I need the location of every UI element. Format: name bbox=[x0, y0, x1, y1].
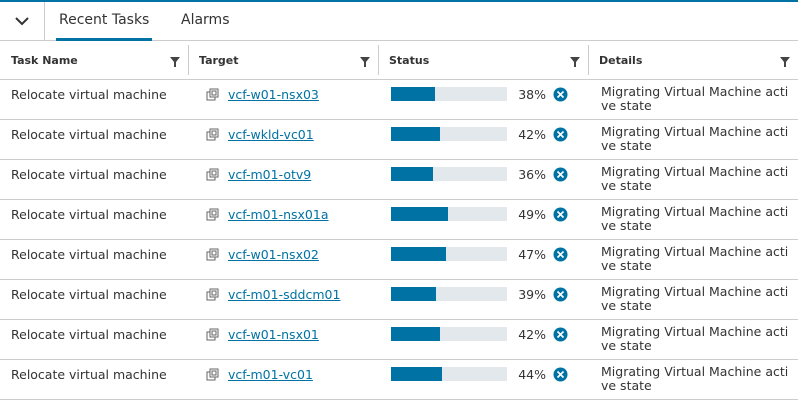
column-separator bbox=[588, 45, 589, 75]
progress-track bbox=[391, 247, 507, 261]
progress-label: 47% bbox=[518, 247, 546, 262]
cancel-button[interactable] bbox=[553, 327, 568, 345]
details: Migrating Virtual Machine active state bbox=[601, 164, 789, 193]
cancel-button[interactable] bbox=[553, 367, 568, 385]
target-link[interactable]: vcf-w01-nsx01 bbox=[228, 327, 319, 342]
target-cell: vcf-w01-nsx01 bbox=[206, 327, 319, 342]
target-link[interactable]: vcf-w01-nsx02 bbox=[228, 247, 319, 262]
progress-bar bbox=[391, 327, 440, 341]
cancel-button[interactable] bbox=[553, 247, 568, 265]
task-row: Relocate virtual machine vcf-m01-nsx01a 49… bbox=[0, 200, 798, 240]
task-name: Relocate virtual machine bbox=[11, 287, 167, 302]
column-title: Status bbox=[389, 54, 430, 67]
collapse-button[interactable] bbox=[0, 2, 45, 40]
task-row: Relocate virtual machine vcf-wkld-vc01 42%… bbox=[0, 120, 798, 160]
column-title: Details bbox=[599, 54, 643, 67]
column-header: Details bbox=[588, 41, 798, 80]
tab[interactable]: Alarms bbox=[181, 12, 230, 28]
target-cell: vcf-w01-nsx02 bbox=[206, 247, 319, 262]
target-cell: vcf-wkld-vc01 bbox=[206, 127, 314, 142]
task-row: Relocate virtual machine vcf-w01-nsx03 38%… bbox=[0, 80, 798, 120]
progress-bar bbox=[391, 127, 440, 141]
task-name: Relocate virtual machine bbox=[11, 247, 167, 262]
progress-bar bbox=[391, 367, 443, 381]
details: Migrating Virtual Machine active state bbox=[601, 244, 789, 273]
tab[interactable]: Recent Tasks bbox=[56, 12, 153, 41]
column-header: Task Name bbox=[0, 41, 188, 80]
progress-bar bbox=[391, 207, 448, 221]
cancel-button[interactable] bbox=[553, 127, 568, 145]
details: Migrating Virtual Machine active state bbox=[601, 364, 789, 393]
progress-label: 38% bbox=[518, 87, 546, 102]
progress-track bbox=[391, 167, 507, 181]
target-cell: vcf-w01-nsx03 bbox=[206, 87, 319, 102]
target-cell: vcf-m01-otv9 bbox=[206, 167, 312, 182]
progress-track bbox=[391, 87, 507, 101]
progress-label: 39% bbox=[518, 287, 546, 302]
column-separator bbox=[188, 45, 189, 75]
column-title: Target bbox=[199, 54, 239, 67]
progress-track bbox=[391, 207, 507, 221]
task-row: Relocate virtual machine vcf-m01-otv9 36% M… bbox=[0, 160, 798, 200]
task-name: Relocate virtual machine bbox=[11, 167, 167, 182]
progress-track bbox=[391, 127, 507, 141]
progress-track bbox=[391, 367, 507, 381]
details: Migrating Virtual Machine active state bbox=[601, 284, 789, 313]
task-name: Relocate virtual machine bbox=[11, 127, 167, 142]
cancel-button[interactable] bbox=[553, 287, 568, 305]
target-link[interactable]: vcf-w01-nsx03 bbox=[228, 87, 319, 102]
cancel-button[interactable] bbox=[553, 167, 568, 185]
target-link[interactable]: vcf-m01-sddcm01 bbox=[228, 287, 341, 302]
progress-track bbox=[391, 287, 507, 301]
task-row: Relocate virtual machine vcf-w01-nsx02 47%… bbox=[0, 240, 798, 280]
column-title: Task Name bbox=[11, 54, 78, 67]
progress-track bbox=[391, 327, 507, 341]
target-cell: vcf-m01-vc01 bbox=[206, 367, 313, 382]
cancel-button[interactable] bbox=[553, 87, 568, 105]
progress-bar bbox=[391, 287, 437, 301]
task-name: Relocate virtual machine bbox=[11, 207, 167, 222]
column-separator bbox=[378, 45, 379, 75]
tab-bar: Recent Tasks Alarms bbox=[0, 2, 798, 41]
task-name: Relocate virtual machine bbox=[11, 327, 167, 342]
task-row: Relocate virtual machine vcf-m01-sddcm01 3… bbox=[0, 280, 798, 320]
task-name: Relocate virtual machine bbox=[11, 367, 167, 382]
target-link[interactable]: vcf-m01-vc01 bbox=[228, 367, 313, 382]
target-link[interactable]: vcf-wkld-vc01 bbox=[228, 127, 314, 142]
details: Migrating Virtual Machine active state bbox=[601, 84, 789, 113]
progress-bar bbox=[391, 247, 446, 261]
progress-label: 44% bbox=[518, 367, 546, 382]
target-link[interactable]: vcf-m01-nsx01a bbox=[228, 207, 329, 222]
details: Migrating Virtual Machine active state bbox=[601, 124, 789, 153]
progress-label: 42% bbox=[518, 127, 546, 142]
task-name: Relocate virtual machine bbox=[11, 87, 167, 102]
progress-label: 49% bbox=[518, 207, 546, 222]
task-row: Relocate virtual machine vcf-m01-vc01 44% M… bbox=[0, 360, 798, 400]
target-link[interactable]: vcf-m01-otv9 bbox=[228, 167, 312, 182]
target-cell: vcf-m01-nsx01a bbox=[206, 207, 329, 222]
progress-label: 36% bbox=[518, 167, 546, 182]
progress-bar bbox=[391, 87, 436, 101]
target-cell: vcf-m01-sddcm01 bbox=[206, 287, 341, 302]
cancel-button[interactable] bbox=[553, 207, 568, 225]
task-row: Relocate virtual machine vcf-w01-nsx01 42%… bbox=[0, 320, 798, 360]
progress-bar bbox=[391, 167, 433, 181]
progress-label: 42% bbox=[518, 327, 546, 342]
column-header: Status bbox=[378, 41, 588, 80]
details: Migrating Virtual Machine active state bbox=[601, 324, 789, 353]
column-header: Target bbox=[188, 41, 378, 80]
details: Migrating Virtual Machine active state bbox=[601, 204, 789, 233]
